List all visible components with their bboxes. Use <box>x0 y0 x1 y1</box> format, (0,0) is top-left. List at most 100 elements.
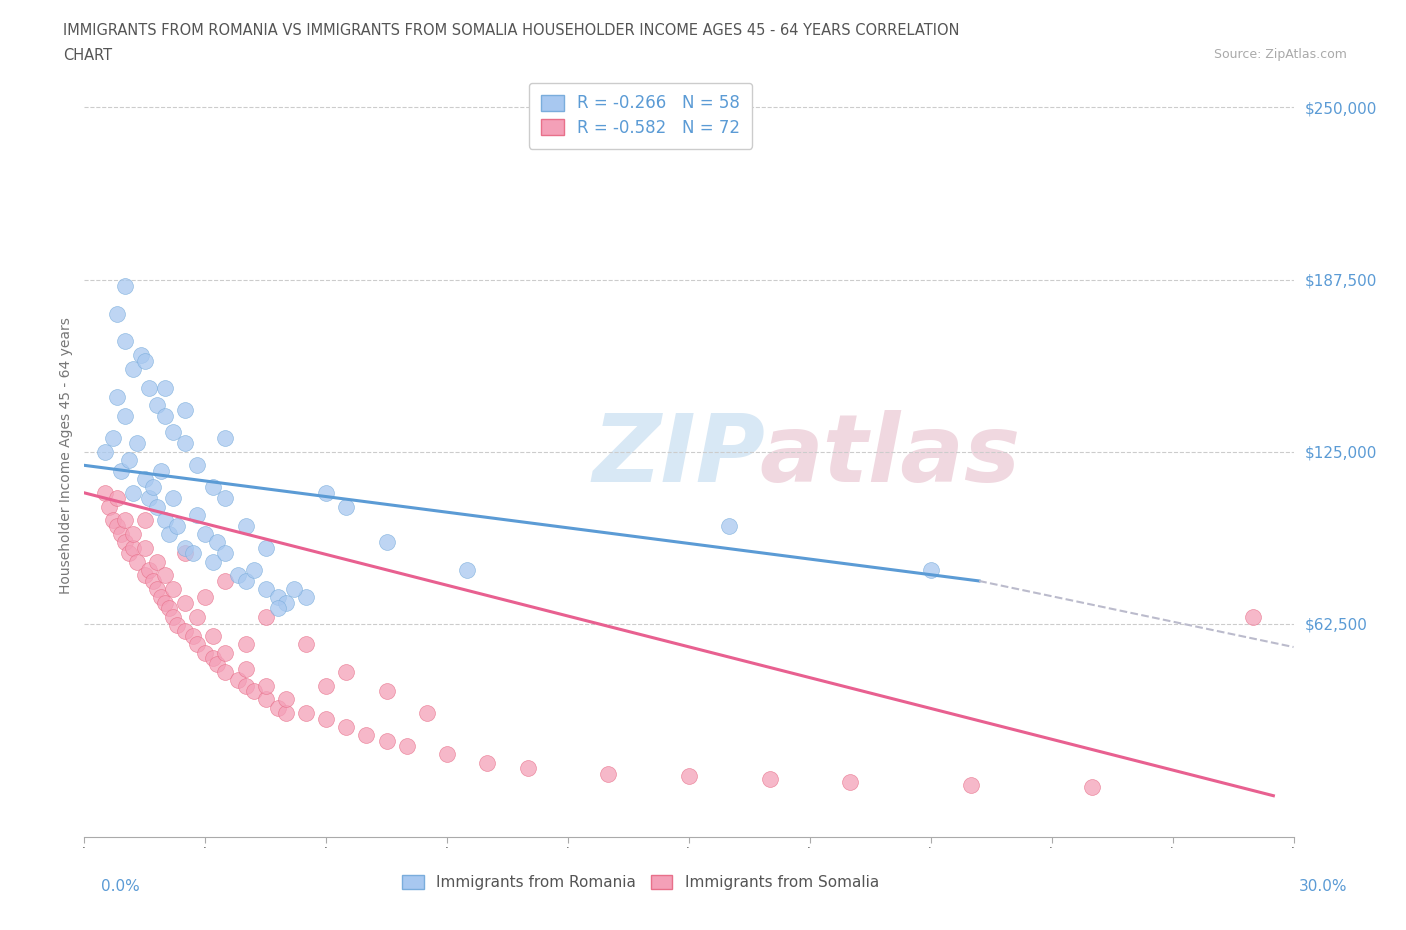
Point <box>101 513 124 528</box>
Point <box>149 463 172 478</box>
Point <box>226 672 249 687</box>
Point <box>395 738 418 753</box>
Point <box>678 769 700 784</box>
Point <box>105 491 128 506</box>
Text: IMMIGRANTS FROM ROMANIA VS IMMIGRANTS FROM SOMALIA HOUSEHOLDER INCOME AGES 45 - : IMMIGRANTS FROM ROMANIA VS IMMIGRANTS FR… <box>63 23 960 38</box>
Point <box>254 540 277 555</box>
Point <box>718 518 741 533</box>
Point <box>254 582 277 597</box>
Point <box>157 601 180 616</box>
Point <box>146 582 169 597</box>
Point <box>153 380 176 395</box>
Point <box>174 436 197 451</box>
Point <box>335 499 357 514</box>
Point <box>134 353 156 368</box>
Point <box>162 582 184 597</box>
Point <box>456 563 478 578</box>
Point <box>174 540 197 555</box>
Point <box>121 526 143 541</box>
Point <box>920 563 942 578</box>
Point <box>235 661 257 676</box>
Point <box>105 307 128 322</box>
Point <box>242 563 264 578</box>
Point <box>194 645 217 660</box>
Point <box>315 711 337 726</box>
Point <box>242 684 264 698</box>
Point <box>110 526 132 541</box>
Point <box>758 772 780 787</box>
Point <box>214 546 236 561</box>
Point <box>335 664 357 679</box>
Point <box>110 463 132 478</box>
Point <box>138 491 160 506</box>
Point <box>315 678 337 693</box>
Point <box>202 629 225 644</box>
Point <box>214 664 236 679</box>
Point <box>129 348 152 363</box>
Point <box>202 480 225 495</box>
Point <box>235 574 257 589</box>
Point <box>295 637 318 652</box>
Point <box>114 513 136 528</box>
Point <box>114 279 136 294</box>
Point <box>157 526 180 541</box>
Point <box>114 334 136 349</box>
Point <box>146 554 169 569</box>
Point <box>375 684 398 698</box>
Point <box>295 590 318 604</box>
Point <box>121 485 143 500</box>
Point <box>186 458 208 472</box>
Point <box>149 590 172 604</box>
Point <box>114 408 136 423</box>
Point <box>375 733 398 748</box>
Text: Source: ZipAtlas.com: Source: ZipAtlas.com <box>1213 48 1347 61</box>
Point <box>315 485 337 500</box>
Point <box>174 403 197 418</box>
Point <box>416 706 439 721</box>
Point <box>153 408 176 423</box>
Point <box>93 485 115 500</box>
Point <box>101 431 124 445</box>
Point <box>134 568 156 583</box>
Point <box>118 546 141 561</box>
Point <box>214 574 236 589</box>
Point <box>146 499 169 514</box>
Point <box>960 777 983 792</box>
Y-axis label: Householder Income Ages 45 - 64 years: Householder Income Ages 45 - 64 years <box>59 317 73 594</box>
Point <box>356 727 378 742</box>
Point <box>274 595 297 610</box>
Point <box>181 629 204 644</box>
Point <box>214 491 236 506</box>
Point <box>134 472 156 486</box>
Point <box>166 618 188 632</box>
Point <box>114 535 136 550</box>
Point <box>181 546 204 561</box>
Point <box>477 755 499 770</box>
Point <box>142 574 165 589</box>
Point <box>202 554 225 569</box>
Point <box>174 595 197 610</box>
Point <box>97 499 120 514</box>
Point <box>274 706 297 721</box>
Point <box>839 775 862 790</box>
Point <box>105 389 128 404</box>
Point <box>254 692 277 707</box>
Point <box>516 761 538 776</box>
Point <box>142 480 165 495</box>
Point <box>134 540 156 555</box>
Point <box>207 657 229 671</box>
Point <box>283 582 305 597</box>
Point <box>335 720 357 735</box>
Point <box>138 563 160 578</box>
Point <box>153 568 176 583</box>
Point <box>121 362 143 377</box>
Point <box>166 518 188 533</box>
Point <box>267 700 290 715</box>
Point <box>186 609 208 624</box>
Point <box>274 692 297 707</box>
Text: ZIP: ZIP <box>592 410 765 501</box>
Point <box>153 513 176 528</box>
Point <box>375 535 398 550</box>
Point <box>254 678 277 693</box>
Point <box>125 436 148 451</box>
